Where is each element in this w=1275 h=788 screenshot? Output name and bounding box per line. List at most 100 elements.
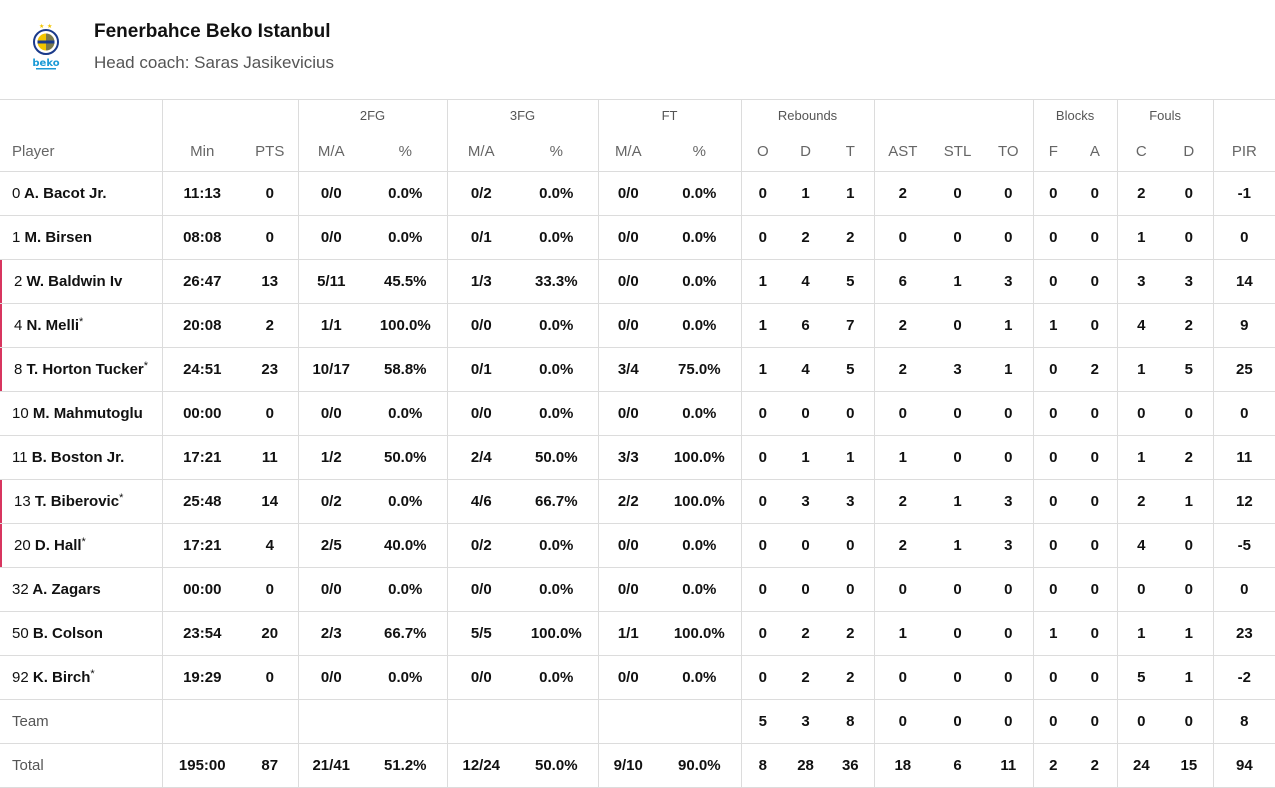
player-cell[interactable]: 11 B. Boston Jr. [0, 435, 162, 480]
stat-cell: 0/0 [597, 655, 659, 700]
stat-cell: 0 [740, 171, 785, 216]
player-cell[interactable]: 10 M. Mahmutoglu [0, 391, 162, 436]
player-cell[interactable]: 32 A. Zagars [0, 567, 162, 612]
player-row[interactable]: 2 W. Baldwin Iv 26:47 13 5/11 45.5% 1/3 33.3% 0… [0, 259, 1275, 304]
player-name[interactable]: B. Colson [32, 625, 103, 642]
player-row[interactable]: 0 A. Bacot Jr. 11:13 0 0/0 0.0% 0/2 0.0% 0/0 0.0… [0, 171, 1275, 216]
player-row[interactable]: 20 D. Hall* 17:21 4 2/5 40.0% 0/2 0.0% 0/0 0.0% 0… [0, 523, 1275, 568]
player-row[interactable]: 10 M. Mahmutoglu 00:00 0 0/0 0.0% 0/0 0.0% 0/0 0… [0, 391, 1275, 436]
stat-cell: 3 [1165, 259, 1214, 304]
stat-cell [658, 699, 742, 744]
stat-cell: 58.8% [364, 347, 448, 392]
player-row[interactable]: 8 T. Horton Tucker* 24:51 23 10/17 58.8% 0/1 0… [0, 347, 1275, 392]
stat-cell: 1 [1116, 611, 1166, 656]
group-header-row: 2FG 3FG FT Rebounds Blocks Fouls [0, 99, 1275, 131]
stat-cell: 0 [1073, 655, 1118, 700]
team-header: ★ ★ beko Fenerbahce Beko Istanbul Head c… [0, 0, 1275, 99]
col-ft-pct: % [658, 131, 742, 172]
stat-cell: 0 [984, 435, 1034, 480]
stat-cell: 1/1 [597, 611, 659, 656]
stat-cell: 0 [740, 479, 785, 524]
stat-cell: 0 [1032, 567, 1074, 612]
stat-cell: 11:13 [161, 171, 242, 216]
stat-cell: 1 [1116, 215, 1166, 260]
stat-cell: -2 [1212, 655, 1275, 700]
stat-cell: 2 [784, 611, 828, 656]
player-name[interactable]: D. Hall [34, 537, 82, 554]
stat-cell: 0 [827, 391, 875, 436]
player-cell[interactable]: 2 W. Baldwin Iv [0, 259, 162, 304]
stat-cell: 24 [1116, 743, 1166, 788]
stat-cell: 1 [827, 171, 875, 216]
player-name[interactable]: T. Biberovic [34, 493, 120, 510]
stat-cell: 0/0 [597, 215, 659, 260]
stat-cell: 0/0 [297, 391, 364, 436]
stat-cell: 00:00 [161, 391, 242, 436]
player-name[interactable]: N. Melli [26, 317, 80, 334]
stat-cell: 2 [1165, 303, 1214, 348]
stat-cell: 0 [1073, 215, 1118, 260]
player-row[interactable]: 11 B. Boston Jr. 17:21 11 1/2 50.0% 2/4 50.0% 3… [0, 435, 1275, 480]
stat-cell: 2 [784, 215, 828, 260]
player-number: 0 [12, 185, 21, 202]
player-cell[interactable]: 8 T. Horton Tucker* [0, 347, 162, 392]
player-row[interactable]: 1 M. Birsen 08:08 0 0/0 0.0% 0/1 0.0% 0/0 0.0% 0 2… [0, 215, 1275, 260]
stat-cell: 0 [1212, 215, 1275, 260]
player-cell[interactable]: 50 B. Colson [0, 611, 162, 656]
stat-cell: 0.0% [515, 567, 599, 612]
head-coach: Head coach: Saras Jasikevicius [94, 53, 335, 72]
stat-cell: 0 [242, 567, 298, 612]
player-cell[interactable]: 0 A. Bacot Jr. [0, 171, 162, 216]
stat-cell: 2 [873, 303, 932, 348]
stat-cell [161, 699, 242, 744]
stat-cell: 0 [784, 567, 828, 612]
player-name[interactable]: M. Mahmutoglu [32, 405, 143, 422]
stat-cell: 100.0% [658, 611, 742, 656]
stat-cell: 0 [931, 215, 985, 260]
stat-cell: 0.0% [364, 171, 448, 216]
stat-cell: 0 [784, 391, 828, 436]
stat-cell: 0 [984, 655, 1034, 700]
player-name[interactable]: K. Birch [32, 669, 91, 686]
player-name[interactable]: B. Boston Jr. [31, 449, 125, 466]
stat-cell: 6 [873, 259, 932, 304]
player-cell[interactable]: 92 K. Birch* [0, 655, 162, 700]
stat-cell: 8 [1212, 699, 1275, 744]
stat-cell: 0 [931, 303, 985, 348]
stat-cell: 0/0 [597, 523, 659, 568]
stat-cell: 0 [1073, 303, 1118, 348]
player-name[interactable]: M. Birsen [24, 229, 93, 246]
stat-cell: 2 [827, 215, 875, 260]
player-cell[interactable]: 4 N. Melli* [0, 303, 162, 348]
player-name[interactable]: W. Baldwin Iv [26, 273, 123, 290]
stat-cell: 1 [740, 347, 785, 392]
player-cell[interactable]: 20 D. Hall* [0, 523, 162, 568]
stat-cell: 0 [984, 611, 1034, 656]
stat-cell: 0/0 [446, 303, 516, 348]
player-cell[interactable]: 1 M. Birsen [0, 215, 162, 260]
player-number: 20 [14, 537, 31, 554]
stat-cell: 1 [740, 259, 785, 304]
player-name[interactable]: A. Bacot Jr. [23, 185, 107, 202]
player-row[interactable]: 92 K. Birch* 19:29 0 0/0 0.0% 0/0 0.0% 0/0 0.0% 0… [0, 655, 1275, 700]
stat-cell: 18 [873, 743, 932, 788]
player-name[interactable]: T. Horton Tucker [26, 361, 144, 378]
stat-cell: 0 [1032, 699, 1074, 744]
player-name[interactable]: A. Zagars [32, 581, 101, 598]
player-row[interactable]: 13 T. Biberovic* 25:48 14 0/2 0.0% 4/6 66.7% 2/… [0, 479, 1275, 524]
player-cell[interactable]: 13 T. Biberovic* [0, 479, 162, 524]
stat-cell: 0 [784, 523, 828, 568]
stat-cell: 23:54 [161, 611, 242, 656]
player-row[interactable]: 4 N. Melli* 20:08 2 1/1 100.0% 0/0 0.0% 0/0 0.0%… [0, 303, 1275, 348]
player-row[interactable]: 32 A. Zagars 00:00 0 0/0 0.0% 0/0 0.0% 0/0 0.0% 0… [0, 567, 1275, 612]
stat-cell: 2/5 [297, 523, 364, 568]
stat-cell: 8 [827, 699, 875, 744]
stat-cell: 0 [984, 699, 1034, 744]
stat-cell: 23 [242, 347, 298, 392]
col-pts: PTS [242, 131, 298, 172]
stat-cell: 3/4 [597, 347, 659, 392]
stat-cell: 0.0% [515, 655, 599, 700]
boxscore-table: 2FG 3FG FT Rebounds Blocks Fouls Player … [0, 99, 1275, 788]
player-row[interactable]: 50 B. Colson 23:54 20 2/3 66.7% 5/5 100.0% 1/1 1… [0, 611, 1275, 656]
stat-cell: 0 [1073, 391, 1118, 436]
